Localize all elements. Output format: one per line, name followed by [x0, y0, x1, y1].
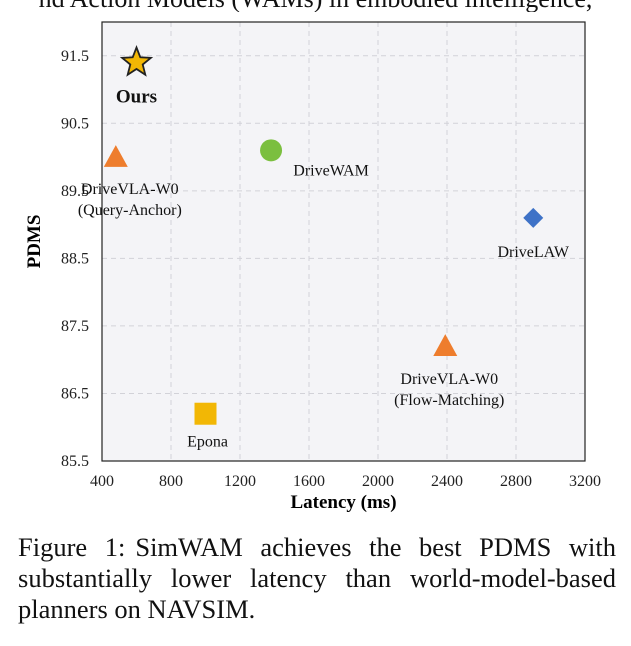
star-marker — [119, 45, 154, 77]
x-tick-label: 800 — [159, 473, 183, 490]
point-label: DriveWAM — [293, 162, 369, 179]
x-tick-label: 2800 — [500, 473, 532, 490]
triangle-marker — [103, 145, 128, 167]
y-tick-label: 87.5 — [61, 318, 89, 335]
circle-marker — [260, 139, 283, 162]
y-tick-label: 90.5 — [61, 115, 89, 132]
caption-text: SimWAM achieves the best PDMS with subst… — [18, 532, 616, 624]
point-label: DriveVLA-W0 (Flow-Matching) — [394, 371, 504, 409]
plot-frame — [101, 21, 586, 462]
point-label: DriveLAW — [497, 244, 569, 261]
point-label: Epona — [187, 434, 228, 451]
y-tick-label: 89.5 — [61, 183, 89, 200]
y-tick-labels: 85.5 86.5 87.5 88.5 89.5 90.5 91.5 — [61, 48, 89, 470]
square-marker — [194, 402, 217, 425]
cropped-header-text: nd Action Models (WAMs) in embodied inte… — [0, 0, 631, 12]
point-label: Ours — [116, 87, 157, 108]
data-points: Ours DriveVLA-W0 (Query-Anchor) DriveWAM Dri… — [78, 45, 570, 451]
x-tick-label: 1600 — [293, 473, 325, 490]
x-tick-labels: 400 800 1200 1600 2000 2400 2800 3200 — [90, 473, 601, 490]
x-axis-label: Latency (ms) — [290, 492, 396, 513]
y-tick-label: 86.5 — [61, 385, 89, 402]
point-drivevla-w0: DriveVLA-W0 (Query-Anchor) — [78, 145, 182, 219]
plot-area — [102, 22, 585, 461]
scatter-chart: 400 800 1200 1600 2000 2400 2800 3200 85.586.58… — [24, 21, 601, 513]
caption-label: Figure 1: — [18, 532, 126, 562]
x-tick-label: 2000 — [362, 473, 394, 490]
y-tick-label: 85.5 — [61, 453, 89, 470]
x-tick-label: 2400 — [431, 473, 463, 490]
x-tick-label: 1200 — [224, 473, 256, 490]
y-tick-label: 88.5 — [61, 250, 89, 267]
point-drivewam: DriveWAM — [260, 139, 369, 179]
triangle-marker — [433, 334, 458, 357]
point-drivevla-w0: DriveVLA-W0 (Flow-Matching) — [394, 334, 504, 409]
diamond-marker — [523, 207, 544, 228]
point-epona: Epona — [187, 402, 228, 451]
x-tick-label: 400 — [90, 473, 114, 490]
x-tick-label: 3200 — [569, 473, 601, 490]
y-axis-label: PDMS — [24, 215, 45, 269]
point-drivelaw: DriveLAW — [497, 207, 570, 261]
figure-caption: Figure 1: SimWAM achieves the best PDMS w… — [18, 532, 616, 625]
y-tick-label: 91.5 — [61, 48, 89, 65]
point-ours: Ours — [116, 45, 157, 108]
point-label: DriveVLA-W0 (Query-Anchor) — [78, 181, 182, 219]
